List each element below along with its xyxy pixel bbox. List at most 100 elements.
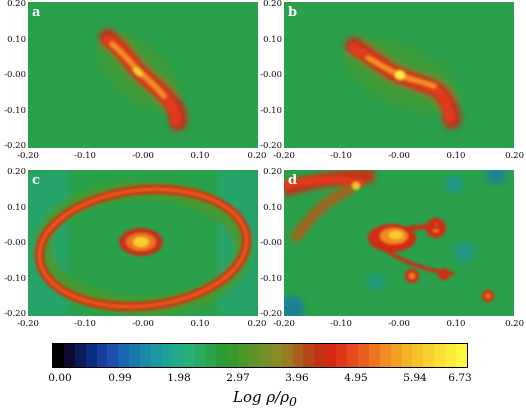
x-tick-label: -0.10 [74, 319, 96, 329]
x-tick-label: 0.20 [247, 151, 267, 161]
colorbar-segment [401, 344, 413, 367]
y-tick-label: 0.20 [263, 0, 282, 9]
y-tick-label: 0.20 [7, 0, 26, 9]
colorbar-segment [270, 344, 282, 367]
x-tick-label: 0.20 [247, 319, 267, 329]
colorbar-segment [53, 344, 64, 367]
y-tick-label: 0.10 [7, 35, 26, 45]
y-tick-label: -0.20 [4, 309, 26, 319]
x-tick-label: 0.20 [505, 151, 524, 161]
colorbar-segment [118, 344, 130, 367]
y-tick-label: 0.10 [7, 203, 26, 213]
colorbar-segment [259, 344, 271, 367]
colorbar-segment [129, 344, 141, 367]
y-tick-label: -0.20 [260, 309, 282, 319]
y-tick-label: 0.10 [263, 203, 282, 213]
colorbar-segment [292, 344, 304, 367]
colorbar-segment [281, 344, 293, 367]
colorbar-segment [314, 344, 326, 367]
colorbar-tick-label: 2.97 [226, 372, 250, 384]
colorbar-segment [151, 344, 162, 367]
colorbar-tick-label: 4.95 [344, 372, 368, 384]
colorbar-segment [303, 344, 315, 367]
colorbar-title: Log ρ/ρ0 [200, 388, 330, 409]
colorbar-segment [183, 344, 195, 367]
x-tick-label: -0.10 [330, 151, 352, 161]
colorbar-segment [63, 344, 75, 367]
y-tick-label: 0.10 [263, 35, 282, 45]
colorbar-segment [172, 344, 184, 367]
y-tick-label: -0.10 [4, 106, 26, 116]
x-tick-label: -0.20 [17, 151, 39, 161]
x-tick-label: 0.10 [190, 151, 210, 161]
colorbar-segment [107, 344, 119, 367]
y-tick-label: -0.20 [260, 141, 282, 151]
density-map-b [284, 2, 514, 148]
panel-b: b [284, 2, 514, 148]
density-map-c [28, 170, 258, 316]
colorbar [52, 343, 468, 368]
colorbar-segment [368, 344, 380, 367]
colorbar-segment [357, 344, 369, 367]
panel-a: a [28, 2, 258, 148]
x-tick-label: -0.10 [330, 319, 352, 329]
density-map-d [284, 170, 514, 316]
colorbar-segment [205, 344, 217, 367]
x-tick-label: -0.10 [74, 151, 96, 161]
y-tick-label: -0.00 [260, 70, 282, 80]
y-tick-label: -0.20 [4, 141, 26, 151]
colorbar-segment [85, 344, 97, 367]
panel-d: d [284, 170, 514, 316]
colorbar-segment [249, 344, 260, 367]
panel-label: d [288, 173, 298, 188]
y-tick-label: -0.10 [260, 274, 282, 284]
x-tick-label: -0.00 [132, 151, 154, 161]
x-tick-label: -0.00 [388, 151, 410, 161]
colorbar-tick-label: 6.73 [448, 372, 472, 384]
y-tick-label: -0.00 [4, 238, 26, 248]
x-tick-label: -0.00 [388, 319, 410, 329]
colorbar-title-text: Log ρ/ρ [232, 388, 290, 406]
colorbar-tick-label: 0.00 [48, 372, 72, 384]
x-tick-label: -0.20 [273, 151, 295, 161]
colorbar-segment [161, 344, 173, 367]
panel-c: c [28, 170, 258, 316]
colorbar-segment [347, 344, 358, 367]
x-tick-label: -0.20 [17, 319, 39, 329]
colorbar-tick-label: 5.94 [403, 372, 427, 384]
y-tick-label: -0.10 [260, 106, 282, 116]
colorbar-segment [336, 344, 348, 367]
colorbar-segment [238, 344, 250, 367]
colorbar-segment [390, 344, 402, 367]
x-tick-label: 0.10 [190, 319, 210, 329]
x-tick-label: 0.10 [446, 151, 466, 161]
x-tick-label: -0.20 [273, 319, 295, 329]
y-tick-label: -0.10 [4, 274, 26, 284]
y-tick-label: -0.00 [260, 238, 282, 248]
colorbar-segment [445, 344, 456, 367]
colorbar-segment [74, 344, 86, 367]
x-tick-label: 0.20 [505, 319, 524, 329]
colorbar-segment [434, 344, 446, 367]
colorbar-segment [216, 344, 228, 367]
colorbar-segment [140, 344, 152, 367]
colorbar-segment [194, 344, 206, 367]
panel-label: c [32, 173, 40, 188]
colorbar-tick-label: 0.99 [108, 372, 132, 384]
y-tick-label: 0.20 [263, 167, 282, 177]
panel-label: b [288, 5, 298, 20]
colorbar-segment [423, 344, 435, 367]
colorbar-segment [96, 344, 108, 367]
y-tick-label: -0.00 [4, 70, 26, 80]
colorbar-segment [379, 344, 391, 367]
colorbar-segment [412, 344, 424, 367]
y-tick-label: 0.20 [7, 167, 26, 177]
x-tick-label: 0.10 [446, 319, 466, 329]
colorbar-tick-label: 1.98 [167, 372, 191, 384]
colorbar-segment [227, 344, 239, 367]
colorbar-segment [455, 344, 467, 367]
colorbar-tick-label: 3.96 [285, 372, 309, 384]
x-tick-label: -0.00 [132, 319, 154, 329]
colorbar-title-subscript: 0 [289, 394, 297, 409]
colorbar-segment [325, 344, 337, 367]
